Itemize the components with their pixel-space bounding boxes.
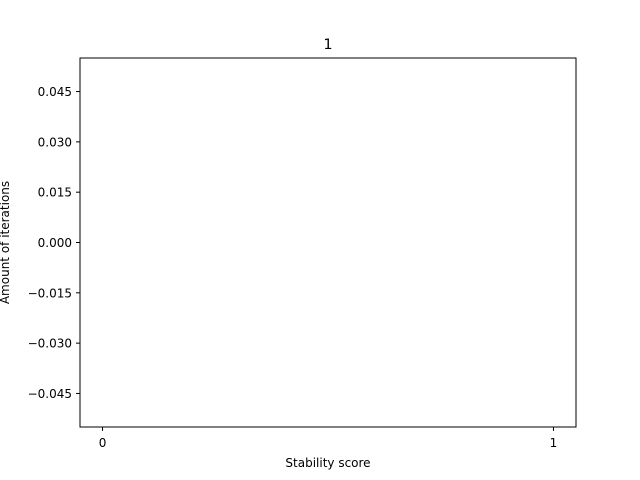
y-tick-label: −0.015 [28,286,72,300]
x-tick-label: 1 [550,436,558,450]
y-axis-ticks: 0.045 0.030 0.015 0.000 −0.015 −0.030 −0.045 [28,85,80,401]
x-tick-label: 0 [99,436,107,450]
y-tick-label: 0.045 [38,85,72,99]
y-tick-label: −0.030 [28,337,72,351]
y-tick-label: 0.030 [38,135,72,149]
y-tick-label: 0.000 [38,236,72,250]
chart-title: 1 [323,37,332,53]
y-tick-label: 0.015 [38,186,72,200]
y-axis-label: Amount of iterations [0,181,12,304]
x-axis-label: Stability score [285,456,370,470]
y-tick-label: −0.045 [28,387,72,401]
